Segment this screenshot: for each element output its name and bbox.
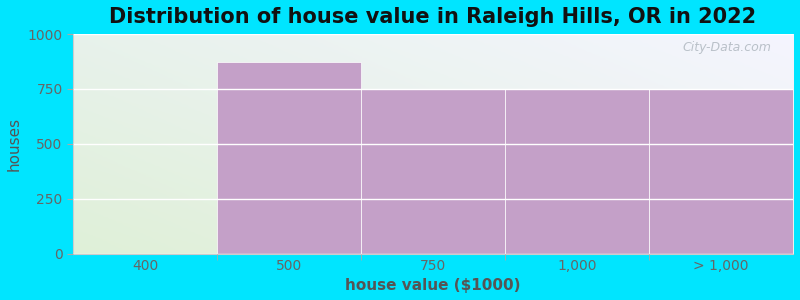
X-axis label: house value ($1000): house value ($1000) [346,278,521,293]
Bar [505,89,649,254]
Y-axis label: houses: houses [7,117,22,171]
Text: City-Data.com: City-Data.com [682,40,771,54]
Bar [649,89,793,254]
Title: Distribution of house value in Raleigh Hills, OR in 2022: Distribution of house value in Raleigh H… [110,7,757,27]
Bar [217,61,361,254]
Bar [361,89,505,254]
